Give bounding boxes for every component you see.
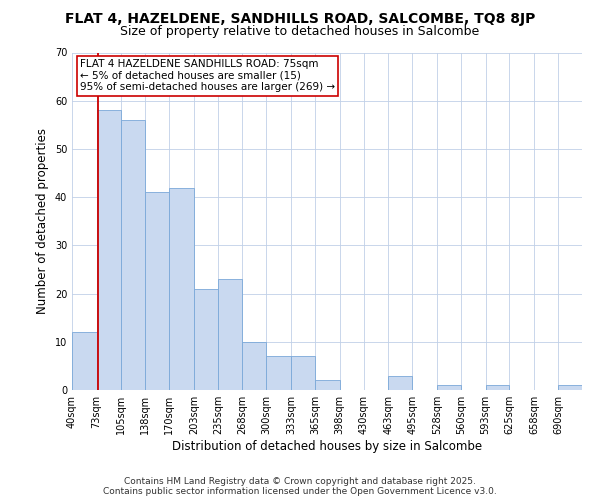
Bar [315,380,340,390]
Bar [169,188,194,390]
Bar [72,332,97,390]
Bar [437,385,461,390]
Bar [266,356,291,390]
Bar [242,342,266,390]
Y-axis label: Number of detached properties: Number of detached properties [36,128,49,314]
Bar [388,376,412,390]
Bar [558,385,582,390]
X-axis label: Distribution of detached houses by size in Salcombe: Distribution of detached houses by size … [172,440,482,453]
Bar [291,356,315,390]
Bar [485,385,509,390]
Text: Contains HM Land Registry data © Crown copyright and database right 2025.
Contai: Contains HM Land Registry data © Crown c… [103,476,497,496]
Bar [218,279,242,390]
Bar [145,192,169,390]
Text: FLAT 4 HAZELDENE SANDHILLS ROAD: 75sqm
← 5% of detached houses are smaller (15)
: FLAT 4 HAZELDENE SANDHILLS ROAD: 75sqm ←… [80,59,335,92]
Text: Size of property relative to detached houses in Salcombe: Size of property relative to detached ho… [121,25,479,38]
Text: FLAT 4, HAZELDENE, SANDHILLS ROAD, SALCOMBE, TQ8 8JP: FLAT 4, HAZELDENE, SANDHILLS ROAD, SALCO… [65,12,535,26]
Bar [194,289,218,390]
Bar [97,110,121,390]
Bar [121,120,145,390]
